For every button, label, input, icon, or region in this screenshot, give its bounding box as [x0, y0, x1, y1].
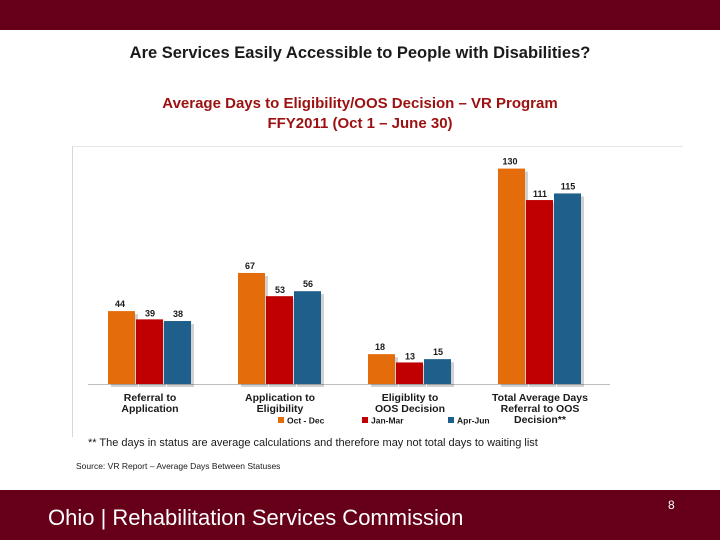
bar-oct-dec-2 — [238, 272, 265, 384]
category-label: Decision** — [514, 414, 567, 426]
bar-oct-dec-1 — [108, 311, 135, 384]
data-label: 18 — [375, 342, 385, 352]
category-label: Eligiblity to — [382, 392, 439, 404]
data-label: 67 — [245, 261, 255, 271]
category-label: OOS Decision — [375, 403, 445, 415]
top-band — [0, 0, 720, 30]
data-label: 130 — [502, 157, 517, 167]
bar-jan-mar-2 — [266, 296, 293, 384]
footnote: ** The days in status are average calcul… — [88, 437, 538, 449]
category-label: Eligibility — [257, 403, 304, 415]
bar-jan-mar-3 — [396, 362, 423, 384]
bar-oct-dec-3 — [368, 354, 395, 384]
legend-swatch — [362, 417, 368, 423]
legend-label: Jan-Mar — [371, 416, 404, 426]
legend-label: Oct - Dec — [287, 416, 325, 426]
legend-swatch — [448, 417, 454, 423]
bar-oct-dec-4 — [498, 168, 525, 384]
data-label: 38 — [173, 309, 183, 319]
bar-apr-jun-1 — [164, 321, 191, 384]
data-label: 39 — [145, 308, 155, 318]
category-label: Referral to — [124, 392, 177, 404]
data-label: 115 — [561, 181, 576, 191]
data-label: 44 — [115, 299, 125, 309]
legend-label: Apr-Jun — [457, 416, 490, 426]
category-label: Referral to OOS — [501, 403, 580, 415]
category-label: Total Average Days — [492, 392, 588, 404]
data-label: 15 — [433, 347, 443, 357]
bottom-band — [0, 490, 720, 540]
bar-jan-mar-4 — [526, 200, 553, 384]
data-label: 13 — [405, 351, 415, 361]
bar-apr-jun-3 — [424, 359, 451, 384]
bar-jan-mar-1 — [136, 319, 163, 384]
chart-title: Average Days to Eligibility/OOS Decision… — [162, 95, 558, 112]
footer-title: Ohio | Rehabilitation Services Commissio… — [48, 505, 464, 530]
page-number: 8 — [668, 498, 675, 512]
data-label: 111 — [533, 189, 547, 199]
chart-area — [72, 146, 683, 437]
category-label: Application — [121, 403, 178, 415]
bar-apr-jun-4 — [554, 193, 581, 384]
chart-title-block: Average Days to Eligibility/OOS Decision… — [0, 94, 720, 134]
data-label: 53 — [275, 285, 285, 295]
chart-subtitle: FFY2011 (Oct 1 – June 30) — [267, 115, 453, 132]
bar-apr-jun-2 — [294, 291, 321, 384]
source-note: Source: VR Report – Average Days Between… — [76, 461, 281, 471]
category-label: Application to — [245, 392, 315, 404]
slide-title: Are Services Easily Accessible to People… — [129, 44, 591, 62]
legend-swatch — [278, 417, 284, 423]
data-label: 56 — [303, 279, 313, 289]
